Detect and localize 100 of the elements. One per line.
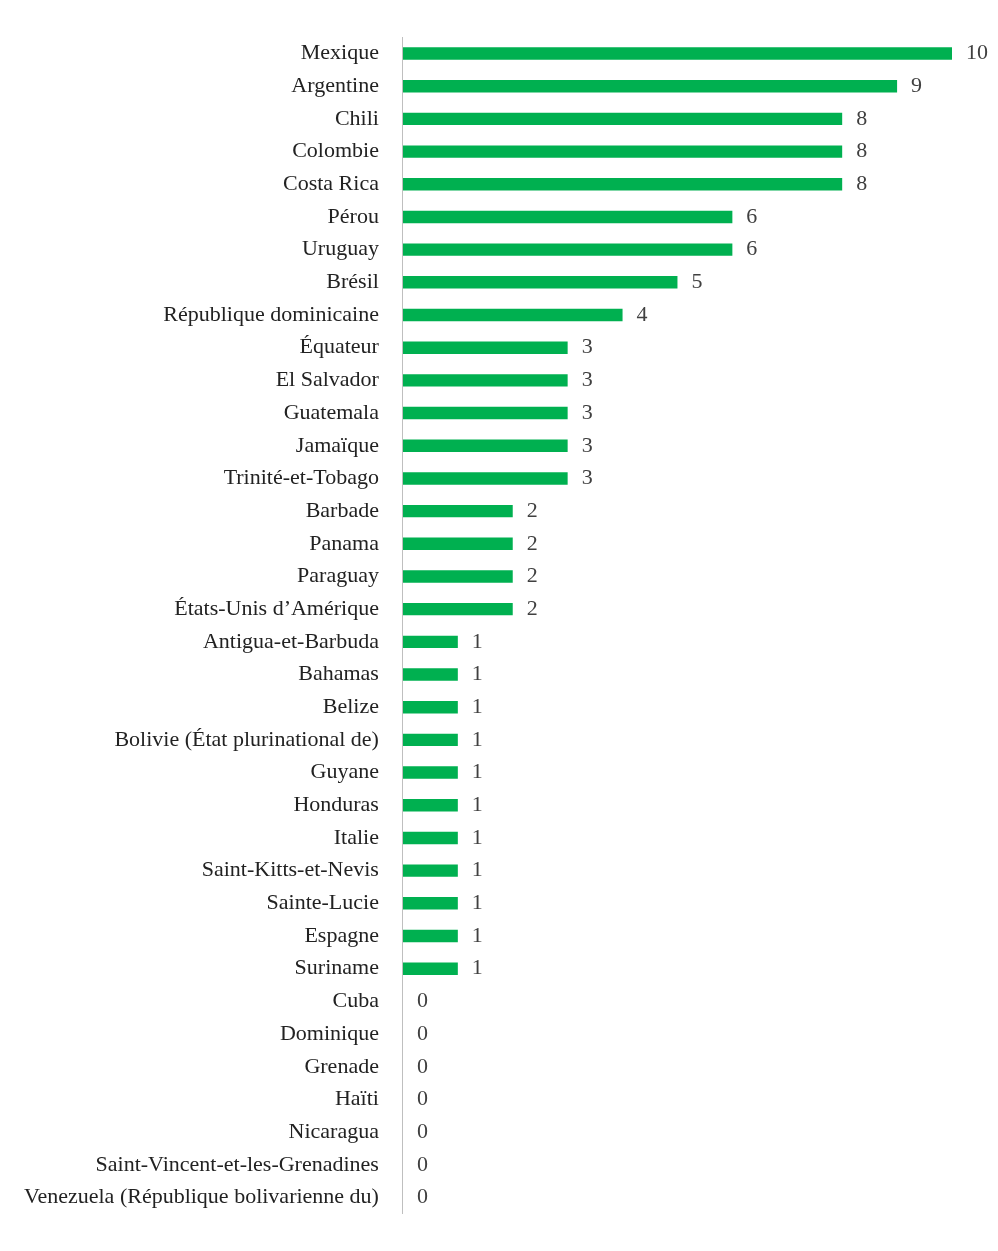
data-label: 1 [471,856,483,882]
y-tick-label: Grenade [304,1052,379,1078]
y-tick-label: Cuba [332,987,380,1013]
data-label: 2 [526,594,538,620]
data-label: 0 [416,1019,428,1045]
data-label: 8 [856,170,868,196]
y-tick-label: Honduras [293,791,379,817]
bar [402,472,568,485]
data-label: 1 [471,823,483,849]
y-tick-label: Bolivie (État plurinational de) [114,725,379,751]
y-tick-label: Brésil [326,268,379,294]
y-tick-label: Barbade [305,496,379,522]
y-tick-label: Pérou [327,202,379,228]
bar [402,831,458,845]
data-label: 3 [581,431,593,457]
y-tick-label: Guatemala [283,398,380,424]
bar [402,570,513,583]
y-tick-label: Paraguay [297,562,379,588]
data-label: 3 [581,333,593,359]
bar [402,504,513,518]
data-label: 1 [471,627,483,653]
y-tick-label: Belize [322,692,379,718]
data-label: 0 [416,1052,428,1078]
data-label: 1 [471,889,483,915]
data-label: 10 [966,39,988,65]
bar [402,341,568,354]
data-label: 6 [746,202,758,228]
data-label: 9 [911,72,923,98]
bar [402,178,843,191]
y-tick-label: Costa Rica [282,170,380,196]
bar [402,929,458,943]
y-tick-label: Guyane [310,758,379,784]
data-label: 2 [526,529,538,555]
data-label: 2 [526,496,538,522]
bar [402,210,733,224]
bar [402,439,568,452]
y-tick-label: Équateur [299,333,380,359]
y-tick-label: Uruguay [301,235,379,261]
bar [402,112,843,126]
bar [402,897,458,910]
y-tick-label: Nicaragua [288,1117,380,1143]
y-tick-label: Argentine [291,72,379,98]
bar [402,668,458,681]
bar [402,701,458,714]
y-tick-label: Panama [309,529,380,555]
y-tick-label: Venezuela (République bolivarienne du) [24,1183,379,1209]
data-label: 1 [471,725,483,751]
data-label: 1 [471,692,483,718]
data-label: 1 [471,660,483,686]
y-tick-label: Mexique [300,39,379,65]
bar [402,962,458,975]
bar [402,276,678,289]
y-tick-label: Saint-Vincent-et-les-Grenadines [95,1150,379,1176]
data-label: 4 [636,300,648,326]
bar [402,602,513,616]
data-label: 0 [416,1085,428,1111]
y-tick-label: Chili [334,104,379,130]
data-label: 0 [416,1150,428,1176]
bar [402,537,513,550]
data-label: 1 [471,791,483,817]
bar [402,47,952,60]
y-tick-label: République dominicaine [163,300,379,326]
y-tick-label: Trinité-et-Tobago [223,464,379,490]
data-label: 1 [471,758,483,784]
y-tick-label: Italie [333,823,379,849]
bar [402,243,733,256]
data-label: 3 [581,398,593,424]
bar [402,80,898,93]
y-tick-label: Dominique [279,1019,379,1045]
data-label: 3 [581,366,593,392]
data-label: 2 [526,562,538,588]
data-label: 3 [581,464,593,490]
bar [402,733,458,747]
bar [402,799,458,812]
data-label: 8 [856,137,868,163]
y-tick-label: Espagne [304,921,379,947]
bar [402,406,568,420]
data-label: 0 [416,987,428,1013]
data-label: 0 [416,1183,428,1209]
y-tick-label: États-Unis d’Amérique [174,594,379,620]
y-tick-label: Antigua-et-Barbuda [202,627,380,653]
y-tick-label: Bahamas [298,660,379,686]
data-label: 5 [691,268,703,294]
bar [402,145,843,158]
bar [402,308,623,322]
y-tick-label: Haïti [334,1085,379,1111]
data-label: 0 [416,1117,428,1143]
bar [402,635,458,649]
y-tick-label: El Salvador [275,366,380,392]
y-tick-label: Suriname [294,954,379,980]
bar [402,864,458,877]
bar [402,374,568,387]
bar [402,766,458,779]
y-tick-label: Saint-Kitts-et-Nevis [201,856,379,882]
data-label: 1 [471,954,483,980]
data-label: 8 [856,104,868,130]
data-label: 6 [746,235,758,261]
y-tick-label: Sainte-Lucie [266,889,379,915]
y-tick-label: Colombie [292,137,379,163]
data-label: 1 [471,921,483,947]
